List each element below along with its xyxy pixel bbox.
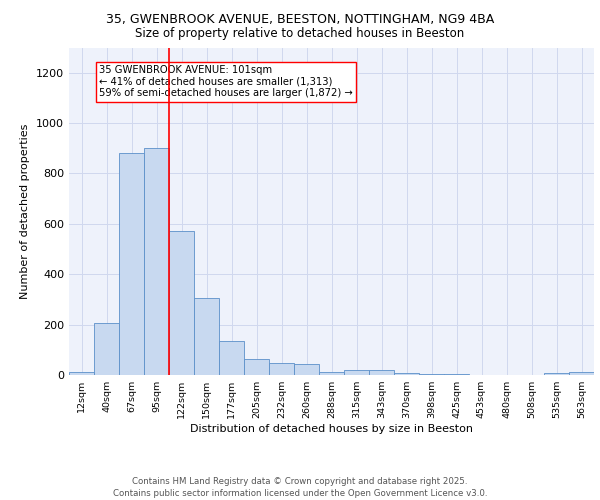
Text: Size of property relative to detached houses in Beeston: Size of property relative to detached ho… (136, 28, 464, 40)
Bar (144, 148, 169, 375)
X-axis label: Distribution of detached houses by size in Beeston: Distribution of detached houses by size … (190, 424, 473, 434)
Bar (94, 324, 119, 375)
Bar (319, 372, 344, 375)
Bar (419, 374, 444, 375)
Y-axis label: Number of detached properties: Number of detached properties (20, 124, 31, 299)
Bar (119, 154, 144, 375)
Bar (569, 372, 594, 375)
Bar (244, 358, 269, 375)
Bar (194, 298, 219, 375)
Bar (394, 373, 419, 375)
Text: 35, GWENBROOK AVENUE, BEESTON, NOTTINGHAM, NG9 4BA: 35, GWENBROOK AVENUE, BEESTON, NOTTINGHA… (106, 12, 494, 26)
Bar (544, 373, 569, 375)
Bar (269, 363, 294, 375)
Bar (219, 341, 244, 375)
Bar (69, 372, 94, 375)
Text: 35 GWENBROOK AVENUE: 101sqm
← 41% of detached houses are smaller (1,313)
59% of : 35 GWENBROOK AVENUE: 101sqm ← 41% of det… (99, 65, 353, 98)
Bar (294, 364, 319, 375)
Text: Contains public sector information licensed under the Open Government Licence v3: Contains public sector information licen… (113, 488, 487, 498)
Bar (369, 370, 394, 375)
Text: Contains HM Land Registry data © Crown copyright and database right 2025.: Contains HM Land Registry data © Crown c… (132, 477, 468, 486)
Bar (344, 370, 369, 375)
Bar (169, 232, 194, 375)
Bar (444, 374, 469, 375)
